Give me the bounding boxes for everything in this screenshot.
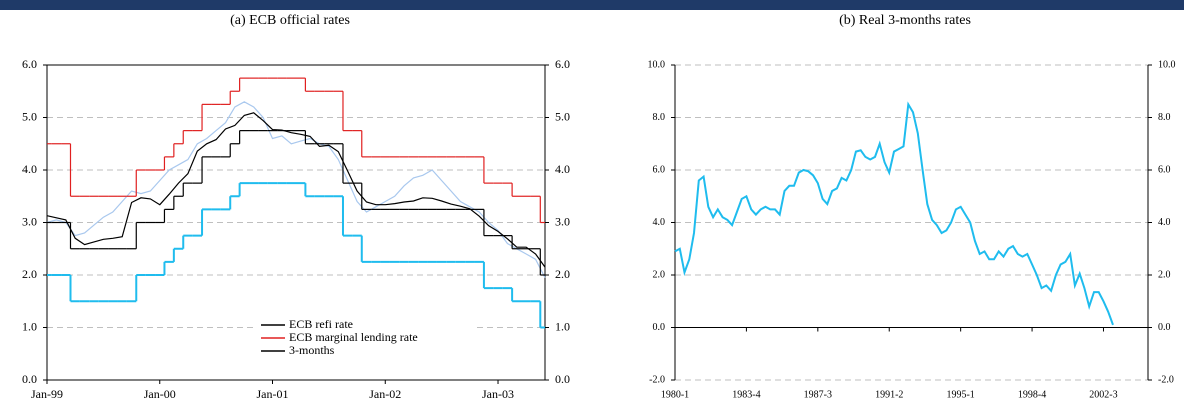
- legend-box: [257, 317, 477, 360]
- y-tick-label: 4.0: [653, 217, 666, 228]
- y-tick-label: 6.0: [653, 164, 666, 175]
- y2-tick-label: 3.0: [555, 214, 570, 228]
- y2-tick-label: 0.0: [555, 372, 570, 386]
- series-line: [674, 101, 1114, 326]
- y-tick-label: 4.0: [22, 162, 37, 176]
- series-line: [46, 101, 546, 278]
- x-tick-label: Jan-02: [369, 387, 401, 401]
- chart-title: (a) ECB official rates: [230, 13, 350, 28]
- y2-tick-label: 2.0: [1158, 269, 1171, 280]
- legend-label: ECB marginal lending rate: [289, 330, 418, 344]
- legend-label: 3-months: [289, 343, 335, 357]
- y2-tick-label: 6.0: [555, 57, 570, 71]
- header-band: [0, 0, 1184, 10]
- y-tick-label: 5.0: [22, 109, 37, 123]
- x-tick-label: Jan-01: [257, 387, 289, 401]
- y-tick-label: -2.0: [649, 374, 665, 385]
- y-tick-label: 2.0: [653, 269, 666, 280]
- y2-tick-label: 10.0: [1158, 59, 1176, 70]
- y2-tick-label: 4.0: [555, 162, 570, 176]
- x-tick-label: 1995-1: [946, 389, 974, 400]
- chart-title: (b) Real 3-months rates: [839, 13, 971, 28]
- x-tick-label: Jan-03: [482, 387, 514, 401]
- y2-tick-label: 4.0: [1158, 217, 1171, 228]
- x-tick-label: Jan-00: [144, 387, 176, 401]
- y-tick-label: 6.0: [22, 57, 37, 71]
- y2-tick-label: -2.0: [1158, 374, 1174, 385]
- y2-tick-label: 0.0: [1158, 322, 1171, 333]
- y2-tick-label: 8.0: [1158, 112, 1171, 123]
- series-line: [46, 112, 546, 268]
- legend-label: ECB refi rate: [289, 317, 353, 331]
- x-tick-label: 1983-4: [732, 389, 760, 400]
- y-tick-label: 2.0: [22, 267, 37, 281]
- x-tick-label: 1987-3: [804, 389, 832, 400]
- y-tick-label: 3.0: [22, 214, 37, 228]
- x-tick-label: 1998-4: [1018, 389, 1046, 400]
- x-tick-label: 1991-2: [875, 389, 903, 400]
- y-tick-label: 0.0: [22, 372, 37, 386]
- y2-tick-label: 5.0: [555, 109, 570, 123]
- y2-tick-label: 6.0: [1158, 164, 1171, 175]
- y2-tick-label: 1.0: [555, 319, 570, 333]
- x-tick-label: Jan-99: [31, 387, 63, 401]
- y2-tick-label: 2.0: [555, 267, 570, 281]
- x-tick-label: 1980-1: [661, 389, 689, 400]
- y-tick-label: 8.0: [653, 112, 666, 123]
- y-tick-label: 1.0: [22, 319, 37, 333]
- y-tick-label: 10.0: [648, 59, 666, 70]
- x-tick-label: 2002-3: [1089, 389, 1117, 400]
- y-tick-label: 0.0: [653, 322, 666, 333]
